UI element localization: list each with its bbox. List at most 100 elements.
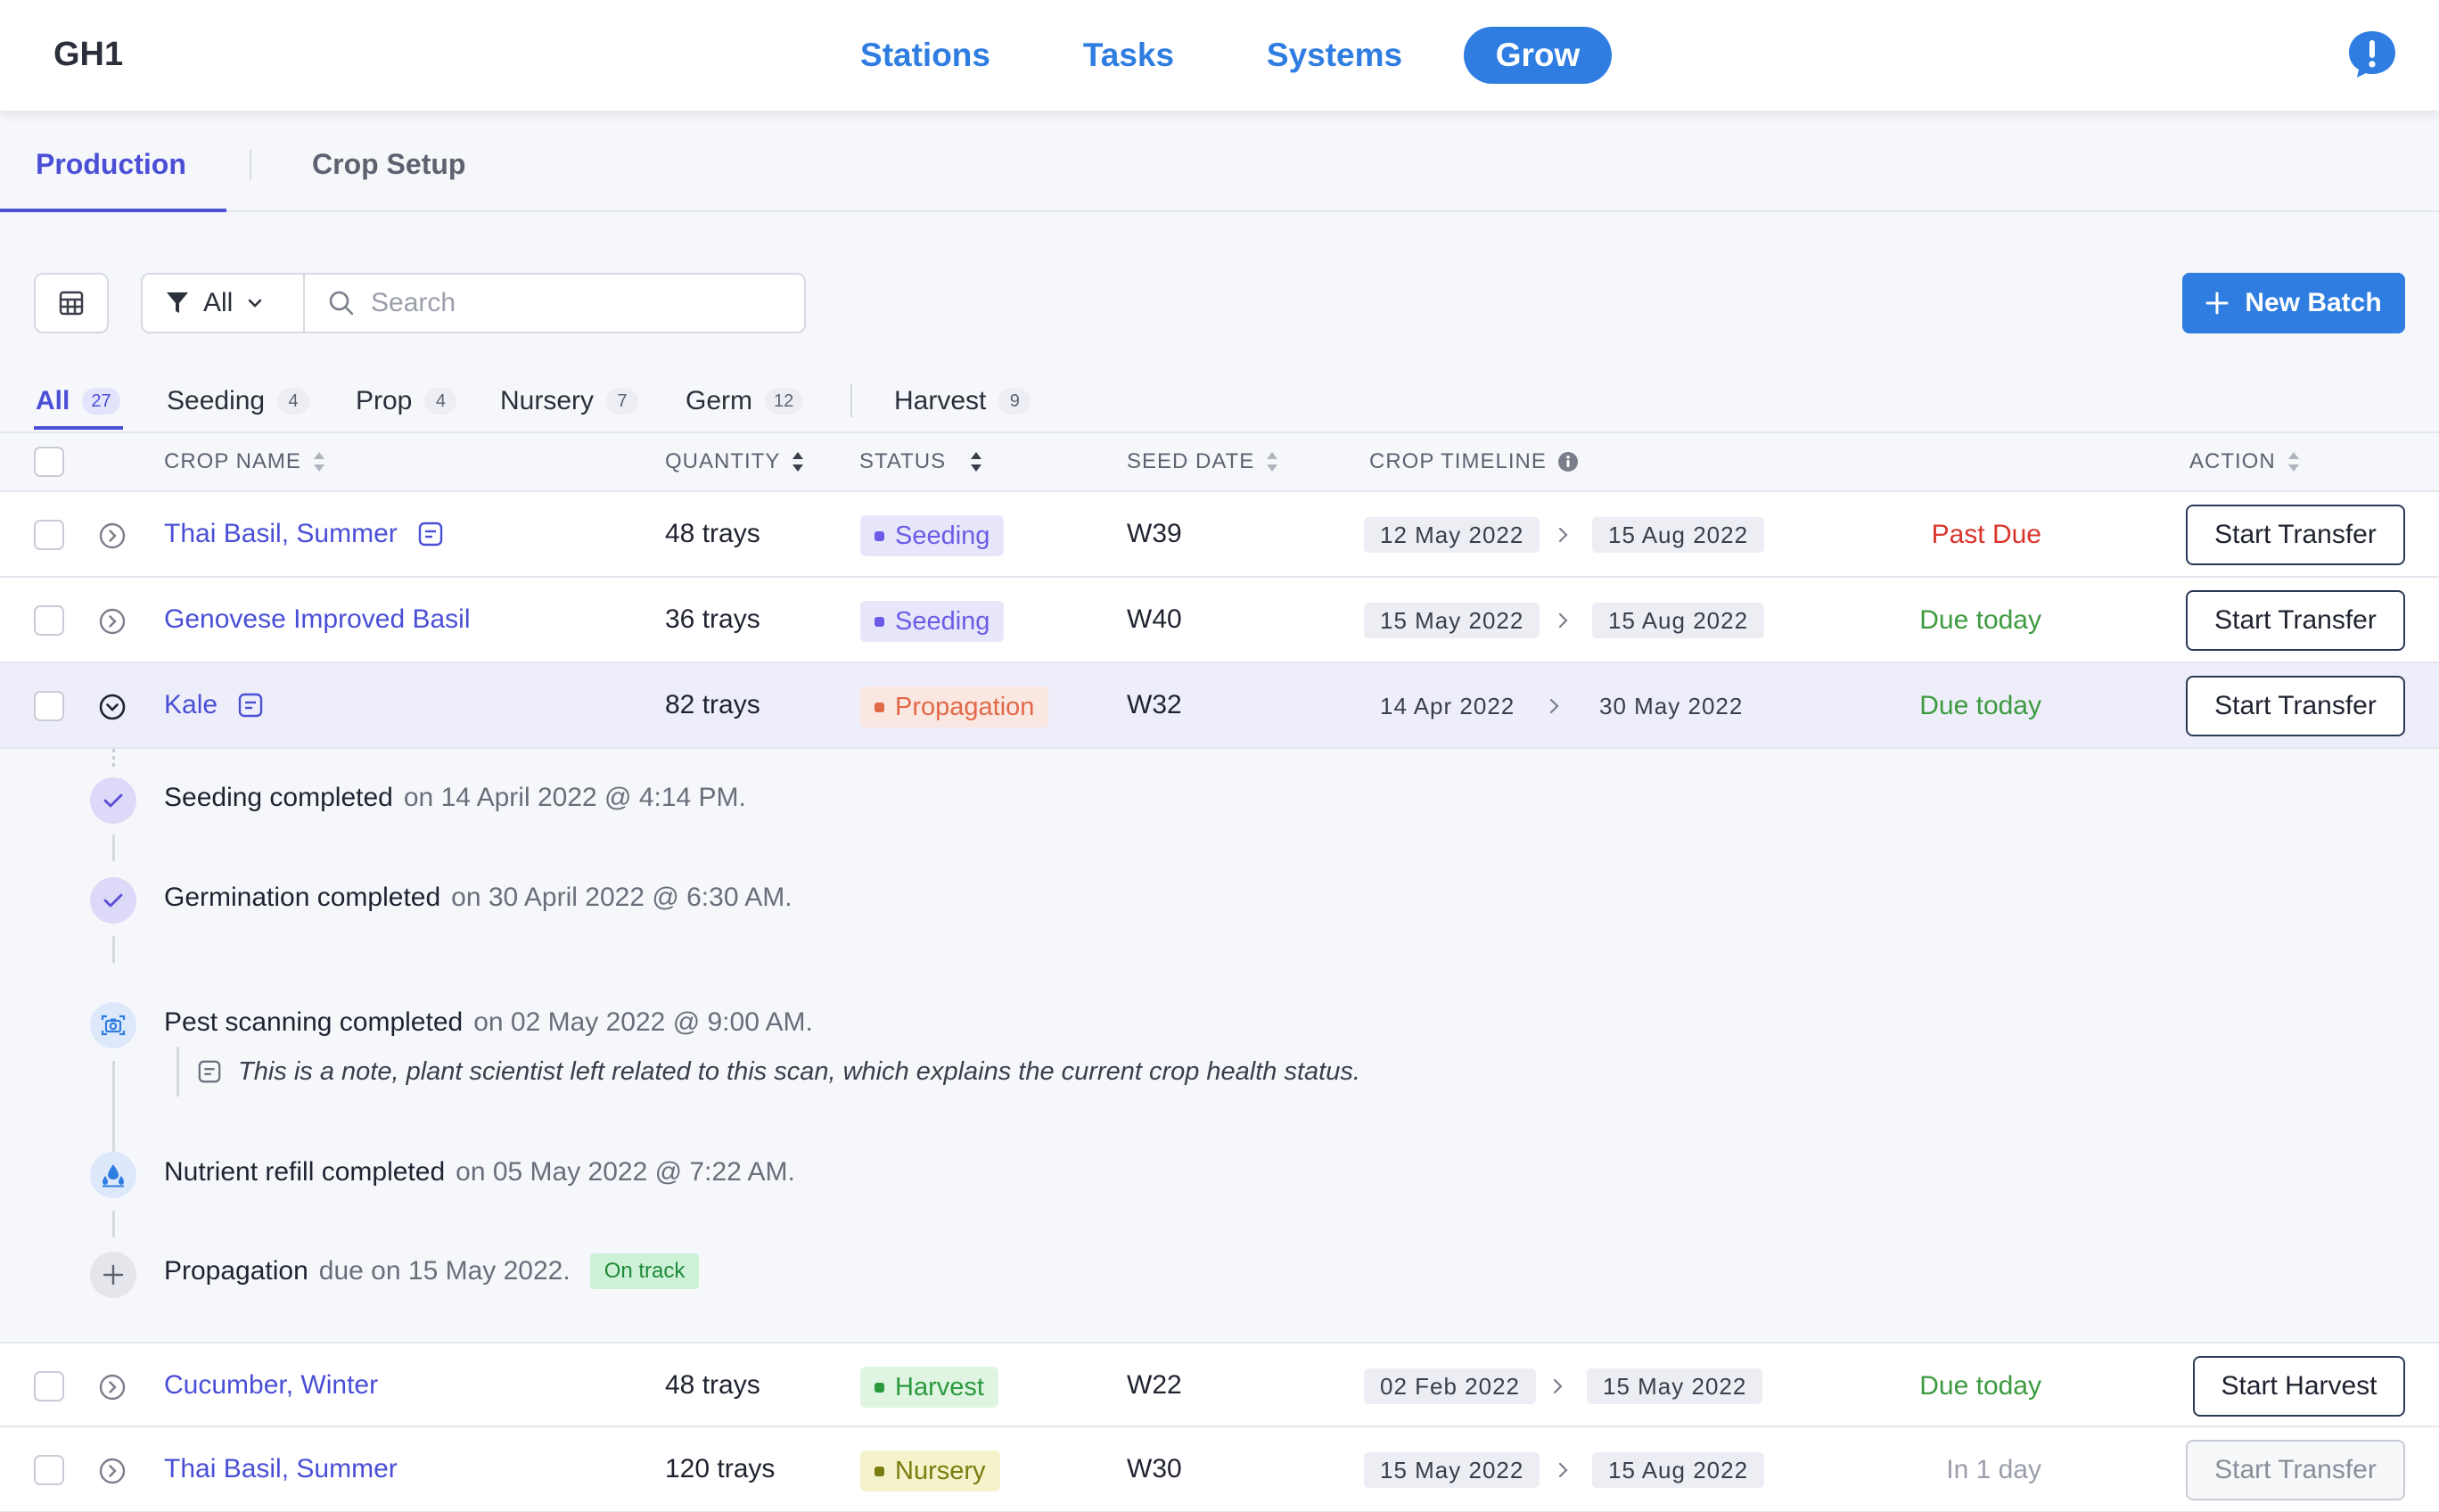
search-input[interactable]: [371, 288, 763, 318]
search-icon: [329, 291, 354, 316]
crop-name-link[interactable]: Thai Basil, Summer: [164, 519, 444, 549]
table-row-expanded[interactable]: Kale 82 trays Propagation W32 14 Apr 202…: [0, 663, 2439, 749]
status-badge: Seeding: [860, 515, 1005, 556]
nav-tasks[interactable]: Tasks: [1082, 37, 1175, 73]
filter-icon: [167, 292, 188, 313]
select-all-checkbox[interactable]: [34, 447, 64, 477]
nav-stations[interactable]: Stations: [860, 37, 990, 73]
stage-count-badge: 12: [765, 388, 803, 415]
nav-systems[interactable]: Systems: [1266, 37, 1403, 73]
new-batch-button[interactable]: New Batch: [2182, 273, 2405, 333]
tab-crop-setup[interactable]: Crop Setup: [312, 148, 466, 180]
stage-tab-label: Nursery: [500, 386, 595, 415]
note-icon[interactable]: [237, 692, 264, 719]
column-label: STATUS: [859, 449, 947, 473]
start-transfer-button[interactable]: Start Transfer: [2186, 505, 2405, 565]
table-row[interactable]: Thai Basil, Summer 48 trays Seeding W39 …: [0, 492, 2439, 578]
filter-dropdown[interactable]: All: [143, 275, 305, 332]
chevron-right-circle-icon[interactable]: [98, 1457, 127, 1485]
chevron-right-circle-icon[interactable]: [98, 522, 127, 550]
status-text: Nursery: [895, 1456, 986, 1485]
chevron-right-icon: [1549, 698, 1559, 714]
crop-name-link[interactable]: Genovese Improved Basil: [164, 604, 471, 635]
start-transfer-button[interactable]: Start Transfer: [2186, 1440, 2405, 1500]
column-label: QUANTITY: [665, 449, 781, 473]
crop-name-link[interactable]: Cucumber, Winter: [164, 1370, 378, 1401]
row-checkbox[interactable]: [34, 605, 64, 636]
seed-date-value: W39: [1127, 519, 1182, 548]
chevron-right-icon: [1558, 612, 1568, 629]
event-title: Nutrient refill completed: [164, 1157, 446, 1187]
sort-ascending-icon: [792, 452, 804, 472]
row-checkbox[interactable]: [34, 1371, 64, 1401]
quantity-value: 82 trays: [665, 690, 760, 719]
note-icon[interactable]: [417, 521, 444, 547]
quantity-value: 48 trays: [665, 1370, 760, 1400]
quantity-value: 36 trays: [665, 604, 760, 634]
table-row[interactable]: Cucumber, Winter 48 trays Harvest W22 02…: [0, 1342, 2439, 1427]
column-quantity[interactable]: QUANTITY: [665, 449, 805, 474]
stage-tab-all[interactable]: All 27: [36, 383, 120, 419]
alert-icon[interactable]: [2346, 29, 2398, 80]
event-title: Pest scanning completed: [164, 1007, 464, 1037]
crop-name-text: Genovese Improved Basil: [164, 604, 471, 634]
crop-name-link[interactable]: Thai Basil, Summer: [164, 1454, 398, 1484]
crop-name-link[interactable]: Kale: [164, 690, 264, 720]
status-text: Seeding: [895, 521, 990, 550]
chevron-down-icon: [249, 299, 262, 308]
column-label: ACTION: [2189, 449, 2276, 473]
column-action[interactable]: ACTION: [2189, 449, 2301, 474]
stage-tab-seeding[interactable]: Seeding 4: [167, 383, 310, 419]
stage-tab-label: All: [36, 386, 70, 415]
stage-tab-harvest[interactable]: Harvest 9: [894, 383, 1031, 419]
row-checkbox[interactable]: [34, 691, 64, 721]
row-checkbox[interactable]: [34, 520, 64, 550]
active-stage-indicator: [34, 426, 123, 430]
stage-count-badge: 7: [606, 388, 639, 415]
grid-view-button[interactable]: [34, 273, 109, 333]
section-tabs: Production Crop Setup: [0, 111, 2439, 212]
on-track-badge: On track: [589, 1253, 700, 1289]
chevron-right-circle-icon[interactable]: [98, 1373, 127, 1401]
note-text: This is a note, plant scientist left rel…: [238, 1056, 1360, 1086]
table-row[interactable]: Thai Basil, Summer 120 trays Nursery W30…: [0, 1427, 2439, 1512]
quantity-value: 120 trays: [665, 1454, 776, 1483]
event-detail: due on 15 May 2022.: [318, 1256, 571, 1286]
column-crop-name[interactable]: CROP NAME: [164, 449, 326, 474]
due-status: Past Due: [1931, 520, 2041, 549]
seed-date-value: W32: [1127, 690, 1182, 719]
timeline-start-date: 15 May 2022: [1364, 1452, 1540, 1488]
active-tab-indicator: [0, 209, 226, 212]
start-transfer-button[interactable]: Start Transfer: [2186, 590, 2405, 651]
status-badge: Seeding: [860, 601, 1005, 642]
status-badge: Nursery: [860, 1450, 1000, 1491]
table-row[interactable]: Genovese Improved Basil 36 trays Seeding…: [0, 578, 2439, 663]
timeline-end-date: 15 Aug 2022: [1592, 1452, 1765, 1488]
stage-tab-prop[interactable]: Prop 4: [356, 383, 457, 419]
info-icon[interactable]: [1557, 451, 1579, 472]
plus-icon[interactable]: [90, 1252, 136, 1298]
sort-icon: [1267, 452, 1278, 472]
status-text: Propagation: [895, 692, 1035, 721]
new-batch-label: New Batch: [2245, 288, 2382, 317]
stage-tab-nursery[interactable]: Nursery 7: [500, 383, 639, 419]
crop-name-text: Thai Basil, Summer: [164, 519, 398, 548]
nav-grow[interactable]: Grow: [1464, 27, 1612, 84]
start-harvest-button[interactable]: Start Harvest: [2193, 1356, 2405, 1417]
timeline-event: Propagation due on 15 May 2022. On track: [164, 1253, 700, 1289]
stage-tab-germ[interactable]: Germ 12: [686, 383, 803, 419]
column-seed-date[interactable]: SEED DATE: [1127, 449, 1279, 474]
tab-production[interactable]: Production: [36, 148, 186, 180]
start-transfer-button[interactable]: Start Transfer: [2186, 676, 2405, 736]
stage-divider: [850, 383, 852, 417]
chevron-right-circle-icon[interactable]: [98, 607, 127, 636]
timeline-end-date: 15 Aug 2022: [1592, 603, 1765, 638]
chevron-down-circle-icon[interactable]: [98, 693, 127, 721]
row-checkbox[interactable]: [34, 1455, 64, 1485]
column-status[interactable]: STATUS: [859, 449, 983, 474]
due-status: In 1 day: [1946, 1455, 2041, 1484]
crop-name-text: Kale: [164, 690, 218, 719]
top-navigation-bar: GH1 Stations Tasks Systems Grow: [0, 0, 2439, 111]
timeline-start-date: 15 May 2022: [1364, 603, 1540, 638]
due-status: Due today: [1919, 605, 2041, 635]
